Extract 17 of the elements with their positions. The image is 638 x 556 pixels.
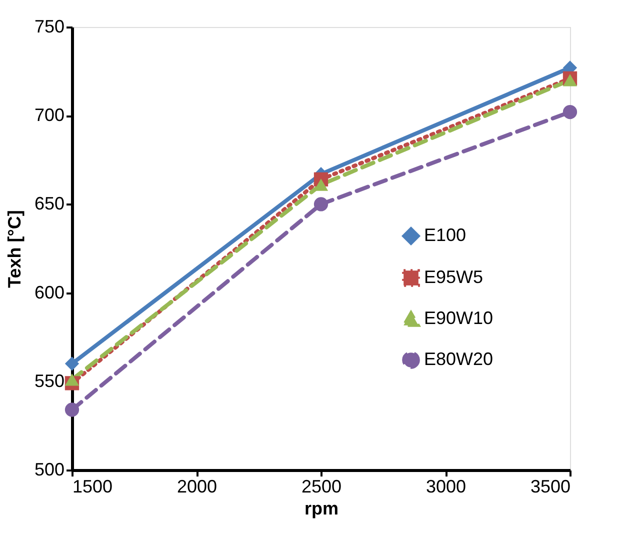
x-tick-label: 1500 bbox=[72, 476, 113, 496]
x-tick-label: 3000 bbox=[426, 476, 466, 496]
y-tick-label: 600 bbox=[34, 282, 64, 302]
legend-label: E95W5 bbox=[424, 267, 484, 287]
y-tick-label: 500 bbox=[34, 460, 64, 480]
y-tick-label: 750 bbox=[34, 16, 64, 36]
y-tick-label: 650 bbox=[34, 194, 64, 214]
y-tick-label: 700 bbox=[34, 105, 64, 126]
legend-label: E80W20 bbox=[424, 349, 494, 369]
y-axis-title: Texh [°C] bbox=[4, 210, 24, 288]
x-tick-label: 2500 bbox=[301, 476, 342, 496]
y-tick-label: 550 bbox=[34, 370, 64, 391]
x-tick-label: 2000 bbox=[176, 476, 218, 496]
x-axis-title: rpm bbox=[304, 498, 339, 518]
legend-label: E90W10 bbox=[424, 308, 494, 328]
legend-label: E100 bbox=[424, 225, 466, 245]
x-tick-label: 3500 bbox=[530, 476, 570, 496]
